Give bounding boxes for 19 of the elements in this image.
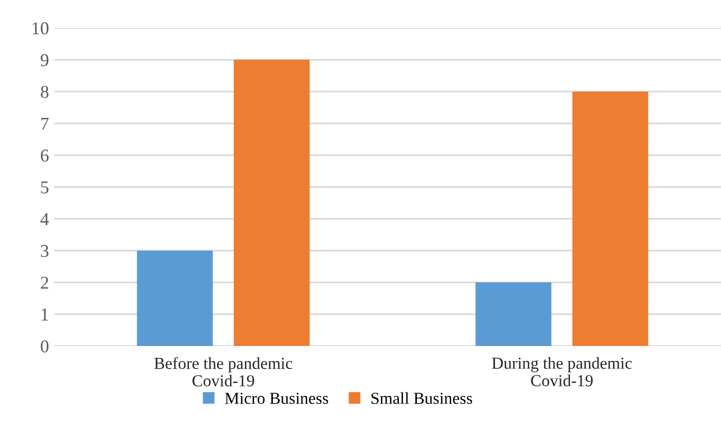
y-tick-label: 6	[40, 150, 49, 162]
x-tick-label: During the pandemic Covid-19	[492, 357, 632, 386]
legend-label: Micro Business	[225, 392, 328, 404]
y-tick-label: 3	[40, 244, 48, 258]
y-tick-label: 4	[40, 213, 49, 226]
y-tick-label: 1	[42, 308, 48, 320]
bar	[572, 92, 648, 346]
bar	[476, 282, 552, 346]
bar	[234, 60, 310, 346]
y-tick-label: 2	[40, 276, 48, 289]
legend-label: Small Business	[371, 392, 472, 404]
bar	[136, 250, 213, 346]
x-tick-label: Before the pandemic Covid-19	[154, 357, 292, 386]
y-tick-label: 9	[40, 54, 48, 66]
y-tick-label: 0	[40, 340, 48, 352]
y-tick-label: 7	[41, 118, 49, 130]
y-tick-label: 10	[32, 22, 48, 34]
y-tick-label: 5	[41, 181, 48, 194]
y-tick-label: 8	[40, 86, 48, 98]
